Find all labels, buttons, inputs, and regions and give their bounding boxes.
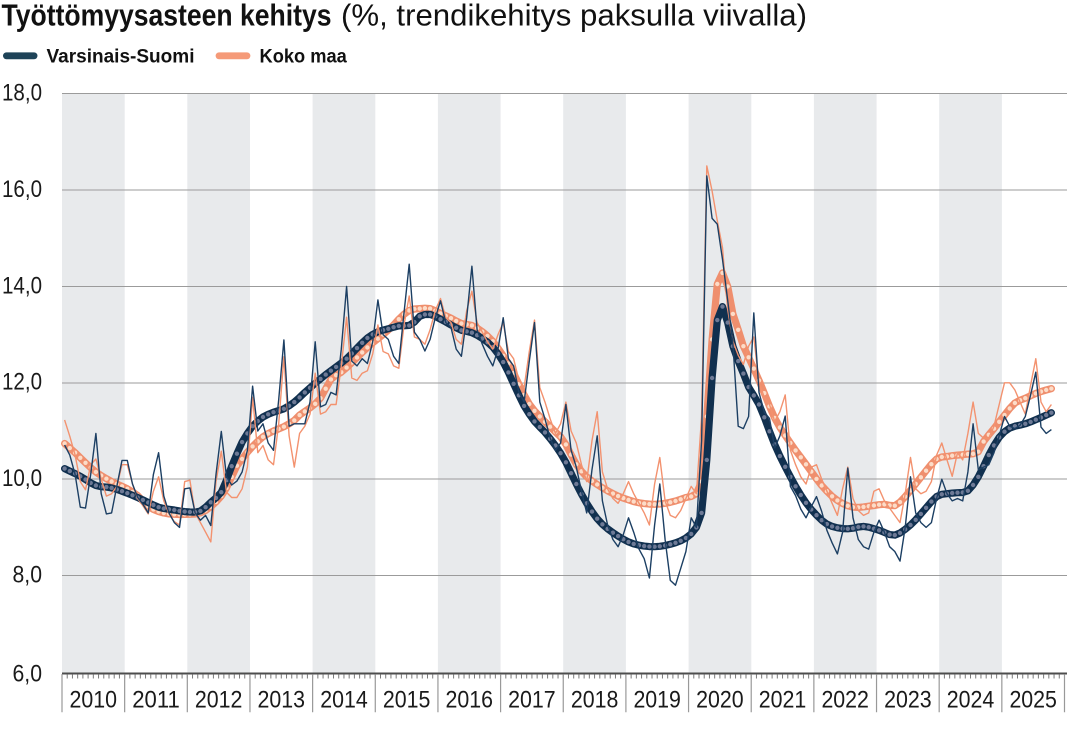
svg-text:Koko maa: Koko maa [260,46,347,68]
svg-text:2024: 2024 [947,688,995,714]
svg-text:2011: 2011 [132,688,180,714]
svg-text:2010: 2010 [70,688,118,714]
svg-text:2016: 2016 [446,688,494,714]
svg-text:10,0: 10,0 [2,466,42,492]
svg-text:2015: 2015 [383,688,431,714]
svg-text:16,0: 16,0 [2,177,42,203]
svg-text:2012: 2012 [195,688,243,714]
svg-text:Varsinais-Suomi: Varsinais-Suomi [47,46,195,68]
svg-text:2019: 2019 [633,688,681,714]
svg-text:6,0: 6,0 [13,662,43,688]
svg-text:8,0: 8,0 [13,563,43,589]
svg-text:2013: 2013 [258,688,306,714]
svg-text:2018: 2018 [571,688,619,714]
svg-text:2025: 2025 [1009,688,1057,714]
svg-text:2020: 2020 [696,688,744,714]
svg-text:12,0: 12,0 [2,370,42,396]
svg-text:(%, trendikehitys paksulla vii: (%, trendikehitys paksulla viivalla) [341,0,807,32]
svg-text:14,0: 14,0 [2,273,42,299]
svg-text:2017: 2017 [508,688,556,714]
svg-text:2014: 2014 [320,688,368,714]
svg-text:2022: 2022 [821,688,869,714]
svg-text:2021: 2021 [759,688,807,714]
svg-text:Työttömyysasteen kehitys: Työttömyysasteen kehitys [2,0,332,32]
svg-text:2023: 2023 [884,688,932,714]
svg-text:18,0: 18,0 [2,81,42,107]
